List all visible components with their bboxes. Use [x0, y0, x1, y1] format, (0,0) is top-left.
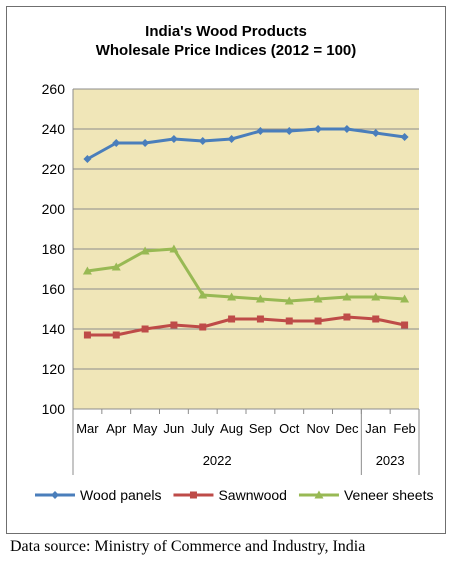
x-tick-label: Feb: [393, 421, 415, 436]
data-point-veneer-sheets: [313, 294, 323, 303]
data-point-sawnwood: [141, 325, 149, 333]
data-point-veneer-sheets: [284, 296, 294, 305]
series-line-veneer-sheets: [87, 247, 405, 303]
year-group-label: 2022: [203, 453, 232, 468]
x-tick-label: Sep: [249, 421, 272, 436]
data-point-sawnwood: [372, 315, 380, 323]
x-tick-label: Jan: [365, 421, 386, 436]
legend-label-sawnwood: Sawnwood: [218, 487, 287, 503]
data-point-wood-panels: [314, 125, 323, 133]
data-point-sawnwood: [83, 331, 91, 339]
data-point-sawnwood: [343, 313, 351, 321]
data-point-wood-panels: [198, 137, 207, 145]
data-point-veneer-sheets: [82, 266, 92, 275]
series-line-sawnwood: [87, 315, 405, 337]
legend-marker-veneer-sheets: [314, 490, 324, 499]
year-group-label: 2023: [376, 453, 405, 468]
data-point-wood-panels: [400, 133, 409, 141]
legend-marker-wood-panels: [51, 491, 59, 499]
x-tick-label: Nov: [307, 421, 331, 436]
data-point-wood-panels: [112, 139, 121, 147]
data-point-wood-panels: [83, 155, 92, 163]
data-point-sawnwood: [256, 315, 264, 323]
y-tick-label: 220: [42, 161, 66, 177]
y-tick-label: 200: [42, 201, 66, 217]
x-tick-label: Aug: [220, 421, 243, 436]
data-point-sawnwood: [199, 323, 207, 331]
data-point-wood-panels: [227, 135, 236, 143]
legend-label-veneer-sheets: Veneer sheets: [344, 487, 434, 503]
data-point-sawnwood: [170, 321, 178, 329]
data-point-wood-panels: [371, 129, 380, 137]
data-point-sawnwood: [401, 321, 409, 329]
y-tick-label: 120: [42, 361, 66, 377]
data-point-wood-panels: [285, 127, 294, 135]
y-tick-label: 140: [42, 321, 66, 337]
data-point-veneer-sheets: [198, 290, 208, 299]
data-point-wood-panels: [256, 127, 265, 135]
data-point-veneer-sheets: [111, 262, 121, 271]
x-tick-label: Mar: [76, 421, 99, 436]
legend-marker-sawnwood: [189, 491, 197, 499]
data-point-veneer-sheets: [140, 246, 150, 255]
data-point-veneer-sheets: [371, 292, 381, 301]
data-point-veneer-sheets: [342, 292, 352, 301]
data-point-sawnwood: [228, 315, 236, 323]
data-point-veneer-sheets: [255, 294, 265, 303]
x-tick-label: Dec: [335, 421, 359, 436]
data-source-note: Data source: Ministry of Commerce and In…: [10, 538, 366, 555]
x-tick-label: July: [191, 421, 215, 436]
chart-title-line-1: India's Wood Products: [145, 23, 307, 40]
x-tick-label: Apr: [106, 421, 127, 436]
series-line-wood-panels: [86, 127, 405, 161]
y-tick-label: 160: [42, 281, 66, 297]
data-point-veneer-sheets: [400, 294, 410, 303]
data-point-wood-panels: [141, 139, 150, 147]
chart-frame: India's Wood Products Wholesale Price In…: [6, 6, 446, 534]
x-tick-label: May: [133, 421, 158, 436]
data-point-sawnwood: [285, 317, 293, 325]
y-tick-label: 240: [42, 121, 66, 137]
x-tick-label: Oct: [279, 421, 300, 436]
chart-title-line-2: Wholesale Price Indices (2012 = 100): [95, 42, 357, 59]
legend-label-wood-panels: Wood panels: [80, 487, 161, 503]
y-tick-label: 100: [42, 401, 66, 417]
y-tick-label: 260: [42, 81, 66, 97]
data-point-wood-panels: [169, 135, 178, 143]
line-chart: 100 120 140 160 180 200 220 240 260 Mar Apr May Jun J…: [35, 81, 434, 503]
data-point-veneer-sheets: [169, 244, 179, 253]
y-tick-label: 180: [42, 241, 66, 257]
x-tick-label: Jun: [163, 421, 184, 436]
data-point-sawnwood: [112, 331, 120, 339]
data-point-veneer-sheets: [227, 292, 237, 301]
data-point-sawnwood: [314, 317, 322, 325]
data-point-wood-panels: [342, 125, 351, 133]
